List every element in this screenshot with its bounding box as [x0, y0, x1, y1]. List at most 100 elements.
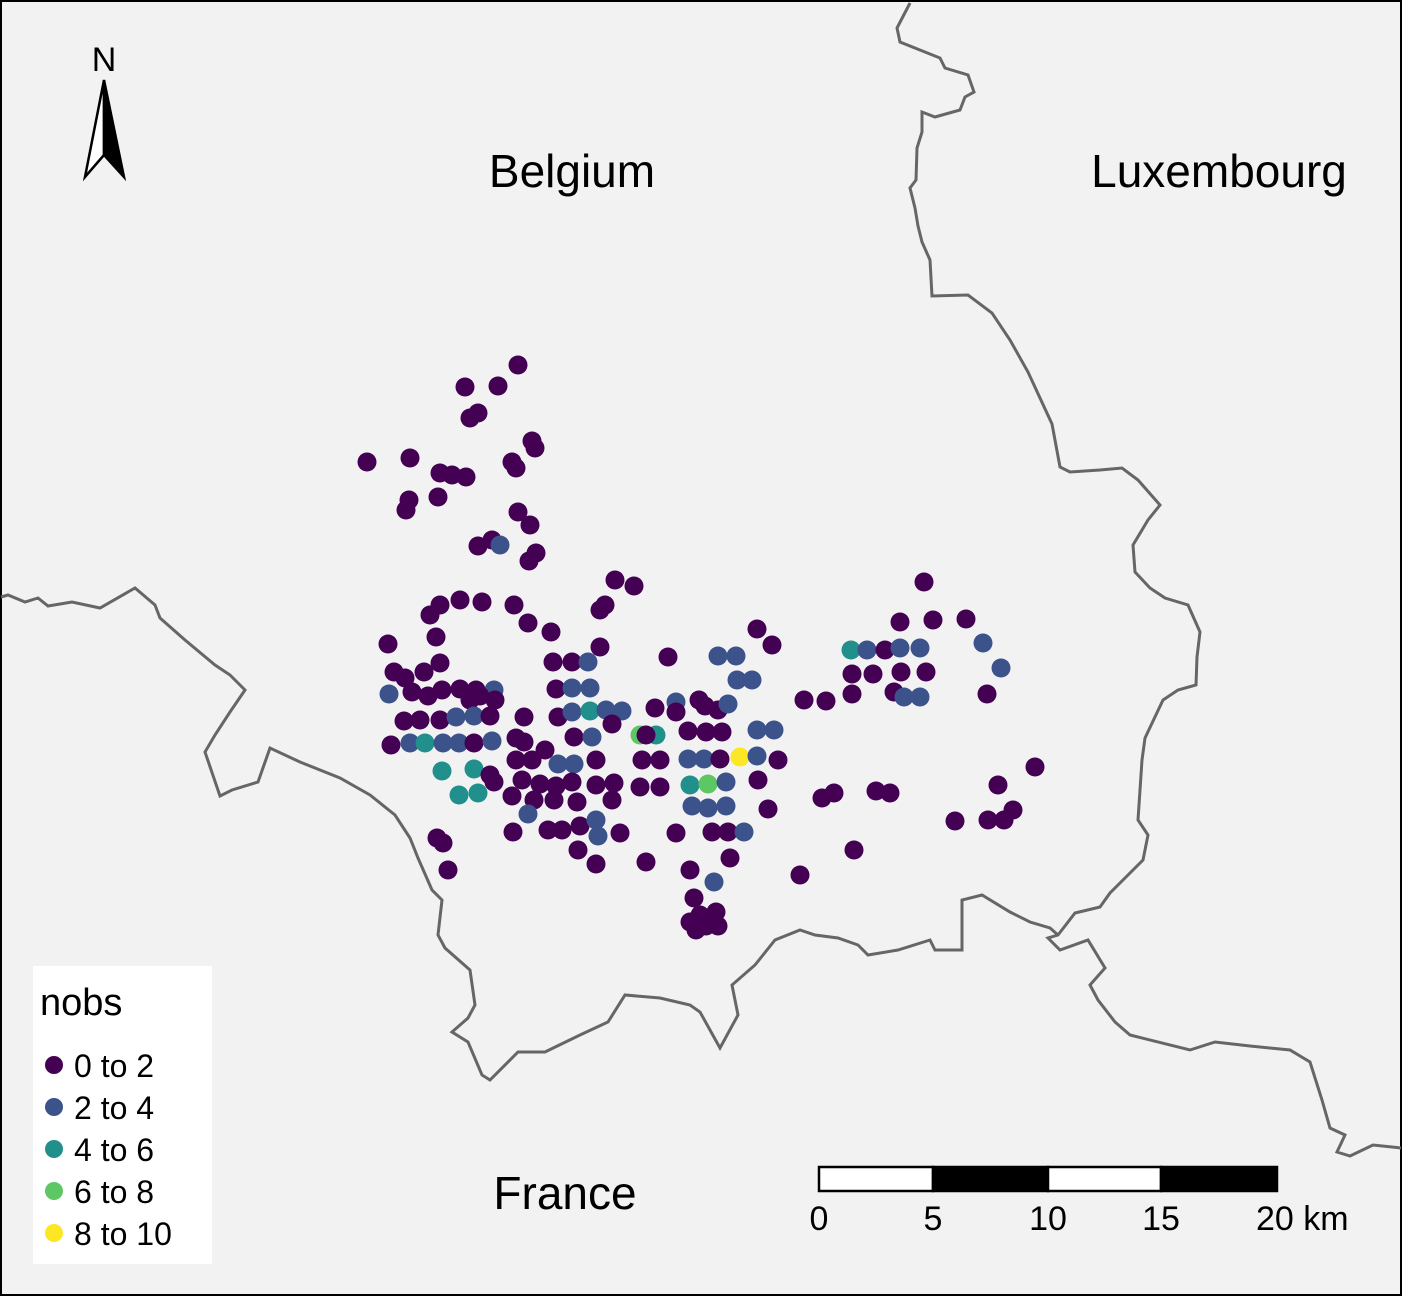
observation-point [841, 640, 861, 660]
scale-bar-segment [931, 1165, 1050, 1193]
observation-point [748, 770, 768, 790]
observation-point [945, 811, 965, 831]
legend-item: 0 to 2 [45, 1048, 154, 1084]
observation-point [698, 798, 718, 818]
observation-point [716, 772, 736, 792]
observation-point [630, 777, 650, 797]
observation-point [764, 720, 784, 740]
observation-point [582, 727, 602, 747]
observation-point [464, 759, 484, 779]
observation-point [636, 852, 656, 872]
observation-point [485, 690, 505, 710]
observation-point [562, 772, 582, 792]
observation-point [991, 658, 1011, 678]
observation-point [586, 775, 606, 795]
observation-point [508, 355, 528, 375]
observation-point [866, 781, 886, 801]
observation-point [698, 774, 718, 794]
observation-point [564, 727, 584, 747]
observation-point [578, 652, 598, 672]
observation-point [567, 792, 587, 812]
observation-point [520, 515, 540, 535]
country-label-luxembourg: Luxembourg [1091, 145, 1347, 197]
observation-point [890, 612, 910, 632]
legend-title: nobs [40, 982, 122, 1024]
legend-swatch [45, 1140, 63, 1158]
observation-point [710, 749, 730, 769]
observation-point [747, 746, 767, 766]
country-label-belgium: Belgium [489, 145, 655, 197]
observation-point [480, 706, 500, 726]
observation-point [546, 776, 566, 796]
observation-point [432, 680, 452, 700]
observation-point [857, 640, 877, 660]
observation-point [708, 916, 728, 936]
observation-point [678, 721, 698, 741]
observation-point [562, 652, 582, 672]
observation-point [978, 810, 998, 830]
observation-point [522, 750, 542, 770]
observation-point [472, 592, 492, 612]
observation-point [518, 804, 538, 824]
legend-swatch [45, 1056, 63, 1074]
observation-point [734, 822, 754, 842]
observation-point [686, 920, 706, 940]
observation-point [484, 772, 504, 792]
north-arrow-letter: N [92, 41, 117, 79]
observation-point [605, 570, 625, 590]
observation-point [718, 694, 738, 714]
observation-point [379, 684, 399, 704]
observation-points [357, 355, 1045, 940]
observation-point [468, 783, 488, 803]
legend: nobs 0 to 2 2 to 4 4 to 6 6 to 8 8 to 10 [33, 966, 212, 1264]
observation-point [706, 902, 726, 922]
observation-point [586, 810, 606, 830]
scale-bar-segment [1159, 1165, 1279, 1193]
observation-point [977, 684, 997, 704]
observation-point [875, 640, 895, 660]
observation-point [420, 605, 440, 625]
observation-point [612, 701, 632, 721]
observation-point [650, 777, 670, 797]
observation-point [890, 638, 910, 658]
scale-bar-segment [817, 1165, 935, 1193]
observation-point [684, 888, 704, 908]
observation-point [880, 783, 900, 803]
observation-point [468, 536, 488, 556]
observation-point [636, 725, 656, 745]
observation-point [844, 840, 864, 860]
observation-point [506, 458, 526, 478]
observation-point [449, 785, 469, 805]
observation-point [650, 750, 670, 770]
observation-point [548, 754, 568, 774]
scale-tick-label: 10 [1029, 1200, 1067, 1238]
observation-point [747, 619, 767, 639]
observation-point [438, 860, 458, 880]
observation-point [604, 773, 624, 793]
observation-point [842, 664, 862, 684]
observation-point [514, 707, 534, 727]
observation-point [816, 691, 836, 711]
observation-point [891, 662, 911, 682]
observation-point [508, 502, 528, 522]
observation-point [502, 786, 522, 806]
legend-item: 4 to 6 [45, 1132, 154, 1168]
observation-point [564, 754, 584, 774]
observation-point [696, 722, 716, 742]
observation-point [666, 823, 686, 843]
observation-point [410, 710, 430, 730]
observation-point [402, 682, 422, 702]
observation-point [588, 826, 608, 846]
legend-item: 6 to 8 [45, 1174, 154, 1210]
observation-point [460, 690, 480, 710]
observation-point [544, 790, 564, 810]
observation-point [726, 646, 746, 666]
observation-point [400, 733, 420, 753]
observation-point [543, 652, 563, 672]
observation-point [552, 820, 572, 840]
observation-point [395, 668, 415, 688]
border-belgium-luxembourg [895, 2, 1402, 1158]
observation-point [449, 733, 469, 753]
observation-point [546, 679, 566, 699]
